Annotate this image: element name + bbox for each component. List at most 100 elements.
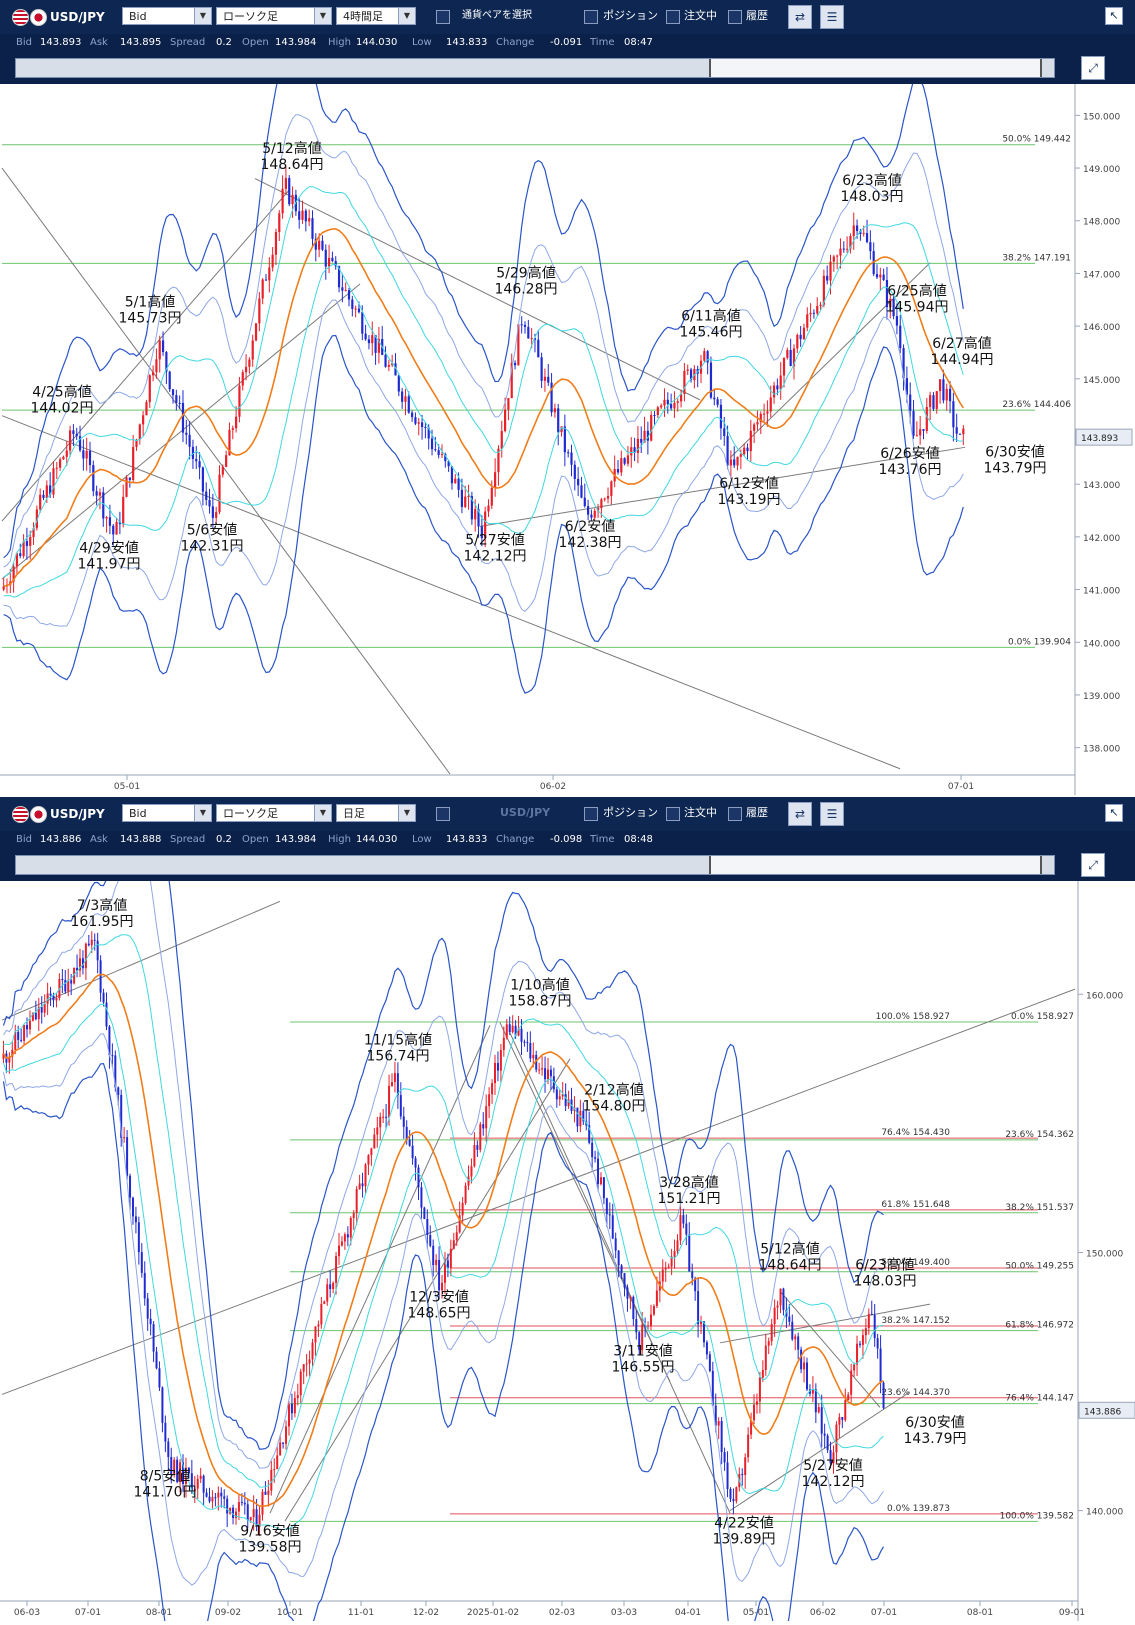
- candle-body: [285, 1426, 288, 1444]
- collapse-icon[interactable]: ↖: [1105, 7, 1123, 25]
- chart-area-daily[interactable]: 160.000 150.000 140.000 06-03 07-01 08-01 09-0…: [0, 723, 1135, 1625]
- candle-body: [706, 351, 709, 363]
- chart-area-4h[interactable]: 150.000 149.000 148.000 147.000 146.000 145.0…: [0, 26, 1135, 795]
- compare-checkbox[interactable]: [436, 807, 450, 821]
- candle-body: [683, 370, 686, 394]
- candle-body: [249, 1517, 252, 1521]
- moving-average-line: [3, 228, 964, 587]
- collapse-icon[interactable]: ↖: [1105, 804, 1123, 822]
- candle-body: [458, 1215, 461, 1233]
- candle-body: [334, 261, 337, 267]
- candle-body: [251, 340, 254, 360]
- candle-body: [37, 1006, 40, 1020]
- time-tick-label: 12-02: [413, 1608, 439, 1618]
- candle-body: [606, 495, 610, 499]
- candle-body: [773, 1307, 776, 1325]
- layout-icon[interactable]: ☰: [820, 802, 844, 826]
- price-tick-label: 138.000: [1083, 745, 1120, 755]
- orders-checkbox[interactable]: [666, 807, 680, 821]
- fibonacci-label: 76.4% 154.430: [881, 1128, 950, 1138]
- orders-checkbox[interactable]: [666, 10, 680, 24]
- candle-body: [608, 1214, 611, 1216]
- candle-body: [449, 1248, 452, 1268]
- candle-body: [885, 280, 889, 308]
- candle-body: [579, 1110, 582, 1127]
- candle-body: [719, 404, 723, 429]
- annotation-date-label: 6/30安値: [905, 1415, 964, 1431]
- candle-body: [2, 1053, 5, 1059]
- chart-settings-icon[interactable]: ⇄: [788, 802, 812, 826]
- candle-body: [817, 1407, 820, 1413]
- chart-4h-svg[interactable]: 150.000 149.000 148.000 147.000 146.000 145.0…: [0, 26, 1135, 795]
- trend-line: [479, 446, 966, 527]
- layout-icon[interactable]: ☰: [820, 5, 844, 29]
- jp-flag-icon: [30, 806, 47, 823]
- candle-body: [723, 1452, 726, 1463]
- annotation-price-label: 142.12円: [464, 549, 527, 565]
- annotation-price-label: 141.70円: [134, 1485, 197, 1501]
- candle-body: [875, 274, 879, 278]
- candle-body: [234, 1511, 237, 1519]
- candle-body: [148, 375, 151, 403]
- expand-icon[interactable]: ⤢: [1081, 56, 1105, 80]
- candle-body: [912, 410, 915, 436]
- timeframe-select[interactable]: 日足 ▼: [336, 804, 416, 822]
- candle-body: [142, 415, 145, 425]
- navigator-window[interactable]: [709, 856, 1042, 874]
- candle-body: [22, 541, 25, 557]
- candle-body: [647, 1325, 650, 1327]
- candle-body: [533, 338, 537, 340]
- chart-daily-svg[interactable]: 160.000 150.000 140.000 06-03 07-01 08-01 09-0…: [0, 723, 1135, 1625]
- history-checkbox[interactable]: [728, 807, 742, 821]
- candle-body: [849, 236, 852, 249]
- chart-type-select[interactable]: ローソク足 ▼: [216, 7, 332, 25]
- annotation-date-label: 6/27高値: [932, 335, 991, 352]
- price-type-select[interactable]: Bid ▼: [122, 7, 212, 25]
- candle-body: [138, 424, 141, 440]
- change-label: Change: [496, 834, 535, 845]
- candle-body: [632, 1296, 635, 1320]
- timeframe-select[interactable]: 4時間足 ▼: [336, 7, 416, 25]
- candle-body: [214, 1497, 217, 1499]
- history-checkbox[interactable]: [728, 10, 742, 24]
- chart-settings-icon[interactable]: ⇄: [788, 5, 812, 29]
- price-type-select[interactable]: Bid ▼: [122, 804, 212, 822]
- candle-body: [861, 1335, 864, 1345]
- currency-select-checkbox[interactable]: [436, 10, 450, 24]
- current-price-label: 143.886: [1084, 1407, 1121, 1417]
- navigator-slider[interactable]: [15, 58, 1055, 78]
- candle-body: [132, 446, 135, 480]
- candle-body: [616, 469, 620, 473]
- expand-icon[interactable]: ⤢: [1081, 853, 1105, 877]
- candle-body: [358, 1183, 361, 1190]
- price-type-value: Bid: [129, 807, 147, 820]
- candle-body: [617, 1250, 620, 1266]
- chart-type-select[interactable]: ローソク足 ▼: [216, 804, 332, 822]
- price-tick-label: 150.000: [1083, 112, 1120, 122]
- candle-body: [331, 257, 334, 262]
- candle-body: [869, 242, 872, 252]
- candle-body: [457, 478, 460, 490]
- price-tick-label: 147.000: [1083, 270, 1120, 280]
- position-label: ポジション: [603, 9, 658, 22]
- candle-body: [829, 261, 832, 281]
- candle-body: [367, 339, 371, 344]
- chevron-down-icon: ▼: [398, 805, 415, 821]
- candle-body: [405, 1126, 408, 1140]
- candle-body: [284, 178, 288, 189]
- position-checkbox[interactable]: [584, 10, 598, 24]
- position-checkbox[interactable]: [584, 807, 598, 821]
- candle-body: [473, 1145, 476, 1167]
- navigator-window[interactable]: [709, 59, 1042, 77]
- candle-body: [791, 1321, 794, 1340]
- candle-body: [120, 1094, 123, 1138]
- navigator-slider[interactable]: [15, 855, 1055, 875]
- candle-body: [567, 452, 570, 454]
